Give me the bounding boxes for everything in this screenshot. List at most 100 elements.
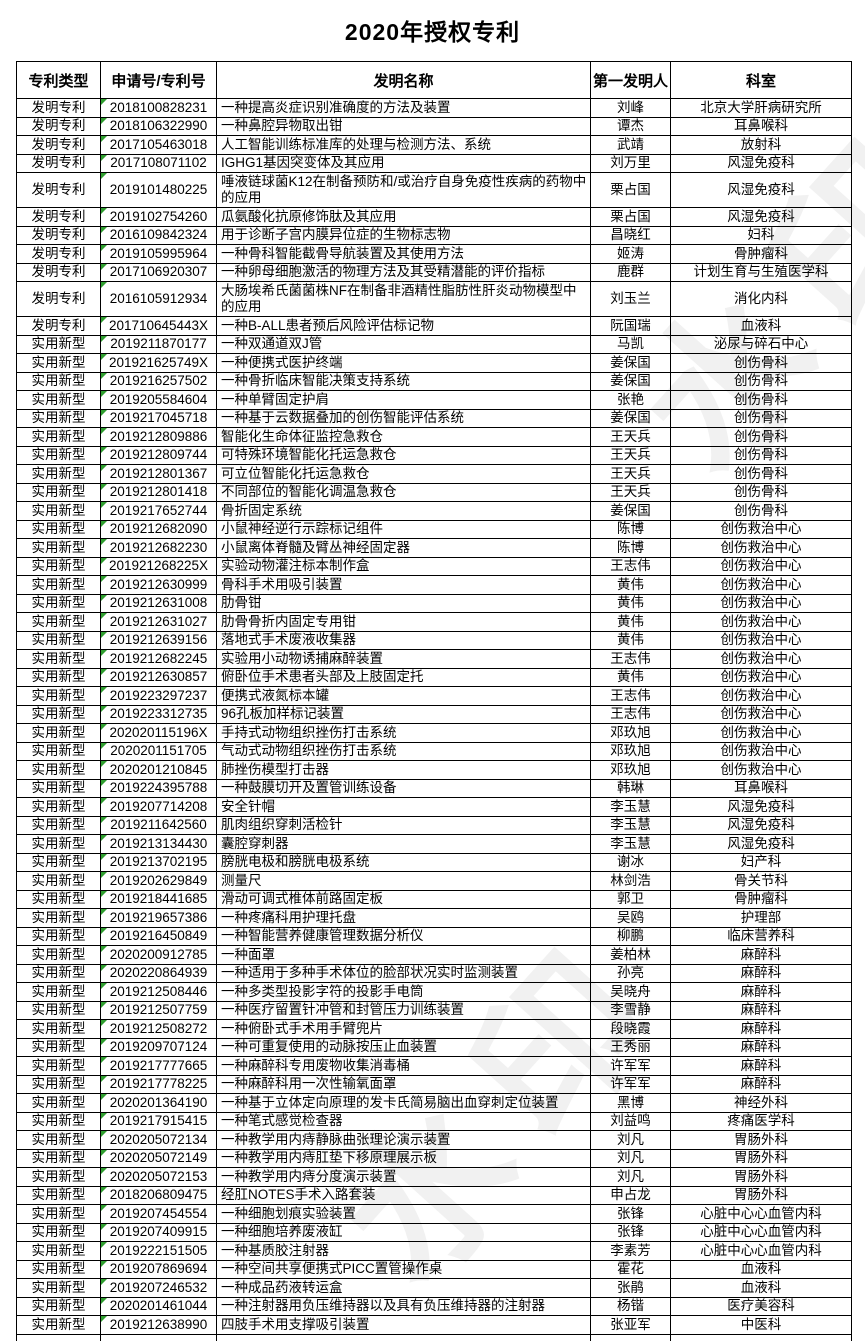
cell-no: 2019207454554 — [100, 1204, 217, 1224]
cell-inventor: 刘玉兰 — [590, 281, 671, 317]
excel-flag-icon — [101, 946, 107, 952]
cell-no: 2019207246532 — [100, 1278, 217, 1298]
cell-type: 实用新型 — [16, 908, 101, 928]
cell-no: 2019212682245 — [100, 649, 217, 669]
cell-no: 201710645443X — [100, 316, 217, 336]
cell-no: 2020205072153 — [100, 1167, 217, 1187]
excel-flag-icon — [101, 465, 107, 471]
cell-type: 实用新型 — [16, 1056, 101, 1076]
table-row: 实用新型 2019212801418 不同部位的智能化调温急救仓 王天兵 创伤骨科 — [16, 482, 852, 502]
cell-no: 2019212801367 — [100, 464, 217, 484]
cell-name: 四肢手术用支撑吸引装置 — [216, 1315, 591, 1335]
cell-name: 肺挫伤模型打击器 — [216, 760, 591, 780]
cell-inventor: 申占龙 — [590, 1185, 671, 1205]
cell-no: 2020201151705 — [100, 741, 217, 761]
excel-flag-icon — [101, 594, 107, 601]
cell-inventor: 阮国瑞 — [590, 316, 671, 336]
excel-flag-icon — [101, 1020, 107, 1026]
cell-dept: 创伤救治中心 — [670, 519, 852, 539]
cell-type: 实用新型 — [16, 1074, 101, 1094]
excel-flag-icon — [101, 798, 107, 804]
cell-no: 2019213702195 — [100, 852, 217, 872]
cell-dept: 创伤骨科 — [670, 482, 852, 502]
cell-dept: 妇产科 — [670, 852, 852, 872]
excel-flag-icon — [101, 1186, 107, 1193]
cell-no: 2019212631008 — [100, 593, 217, 613]
excel-flag-icon — [101, 613, 107, 619]
cell-no: 2019218441685 — [100, 889, 217, 909]
cell-name: 俯卧位手术患者头部及上肢固定托 — [216, 667, 591, 687]
cell-no: 201921268225X — [100, 556, 217, 576]
cell-type: 实用新型 — [16, 501, 101, 521]
cell-type: 实用新型 — [16, 797, 101, 817]
cell-name: 一种细胞划痕实验装置 — [216, 1204, 591, 1224]
cell-dept: 临床营养科 — [670, 926, 852, 946]
cell-name: 肌肉组织穿刺活检针 — [216, 815, 591, 835]
cell-type: 实用新型 — [16, 1148, 101, 1168]
excel-flag-icon — [101, 650, 107, 656]
table-row: 实用新型 2019212801367 可立位智能化托运急救仓 王天兵 创伤骨科 — [16, 464, 852, 484]
table-row: 实用新型 201921625749X 一种便携式医护终端 姜保国 创伤骨科 — [16, 353, 852, 373]
excel-flag-icon — [101, 835, 107, 841]
cell-inventor: 昌晓红 — [590, 225, 671, 245]
cell-inventor: 黄伟 — [590, 630, 671, 650]
cell-inventor: 李玉慧 — [590, 797, 671, 817]
cell-inventor: 姜保国 — [590, 408, 671, 428]
cell-inventor: 张锋 — [590, 1204, 671, 1224]
cell-name: 肋骨骨折内固定专用钳 — [216, 612, 591, 632]
table-row: 实用新型 2019219657386 一种疼痛科用护理托盘 吴鸥 护理部 — [16, 908, 852, 928]
cell-dept: 骨肿瘤科 — [670, 244, 852, 264]
table-row: 实用新型 2019212631027 肋骨骨折内固定专用钳 黄伟 创伤救治中心 — [16, 612, 852, 632]
table-row: 实用新型 2019212630999 骨科手术用吸引装置 黄伟 创伤救治中心 — [16, 575, 852, 595]
excel-flag-icon — [101, 761, 107, 767]
cell-type: 发明专利 — [16, 244, 101, 264]
excel-flag-icon — [101, 872, 107, 878]
cell-dept: 放射科 — [670, 135, 852, 155]
cell-no: 2020201461044 — [100, 1296, 217, 1316]
cell-dept: 创伤骨科 — [670, 445, 852, 465]
table-row: 实用新型 2019223297237 便携式液氮标本罐 王志伟 创伤救治中心 — [16, 686, 852, 706]
cell-name: 测量尺 — [216, 871, 591, 891]
table-row: 发明专利 2019102754260 瓜氨酸化抗原修饰肽及其应用 栗占国 风湿免疫科 — [16, 207, 852, 227]
cell-no: 2019223297237 — [100, 686, 217, 706]
excel-flag-icon — [101, 372, 107, 379]
cell-type: 实用新型 — [16, 408, 101, 428]
cell-type: 实用新型 — [16, 778, 101, 798]
cell-name: 唾液链球菌K12在制备预防和/或治疗自身免疫性疾病的药物中的应用 — [216, 172, 591, 208]
cell-name: 96孔板加样标记装置 — [216, 704, 591, 724]
patent-table: 专利类型 申请号/专利号 发明名称 第一发明人 科室 发明专利 201810082… — [16, 61, 852, 1341]
cell-no: 2019211870177 — [100, 334, 217, 354]
excel-flag-icon — [101, 742, 107, 749]
cell-name: 安全针帽 — [216, 797, 591, 817]
cell-inventor: 姜保国 — [590, 501, 671, 521]
cell-dept: 风湿免疫科 — [670, 815, 852, 835]
cell-type: 实用新型 — [16, 1037, 101, 1057]
cell-name: 一种教学用内痔静脉曲张理论演示装置 — [216, 1130, 591, 1150]
cell-type: 发明专利 — [16, 98, 101, 118]
cell-inventor: 吴鸥 — [590, 908, 671, 928]
cell-type: 实用新型 — [16, 723, 101, 743]
cell-type: 实用新型 — [16, 1111, 101, 1131]
cell-type: 实用新型 — [16, 815, 101, 835]
table-row: 实用新型 2019213134430 囊腔穿刺器 李玉慧 风湿免疫科 — [16, 834, 852, 854]
cell-empty — [100, 1333, 217, 1341]
cell-no: 2020205072149 — [100, 1148, 217, 1168]
cell-dept: 麻醉科 — [670, 982, 852, 1002]
cell-type: 实用新型 — [16, 334, 101, 354]
table-row: 发明专利 2018100828231 一种提高炎症识别准确度的方法及装置 刘峰 北京大学… — [16, 98, 852, 118]
table-row: 实用新型 2019212809744 可特殊环境智能化托运急救仓 王天兵 创伤骨科 — [16, 445, 852, 465]
cell-no: 2019212508446 — [100, 982, 217, 1002]
cell-type: 实用新型 — [16, 445, 101, 465]
cell-name: 一种注射器用负压维持器以及具有负压维持器的注射器 — [216, 1296, 591, 1316]
cell-no: 2018100828231 — [100, 98, 217, 118]
cell-no: 2016109842324 — [100, 225, 217, 245]
cell-name: 一种俯卧式手术用手臂兜片 — [216, 1019, 591, 1039]
excel-flag-icon — [101, 502, 107, 508]
cell-inventor: 黄伟 — [590, 667, 671, 687]
cell-no: 2019212639156 — [100, 630, 217, 650]
excel-flag-icon — [101, 1223, 107, 1230]
cell-dept: 妇科 — [670, 225, 852, 245]
cell-empty — [670, 1333, 852, 1341]
cell-type: 实用新型 — [16, 649, 101, 669]
table-row: 实用新型 2019223312735 96孔板加样标记装置 王志伟 创伤救治中心 — [16, 704, 852, 724]
